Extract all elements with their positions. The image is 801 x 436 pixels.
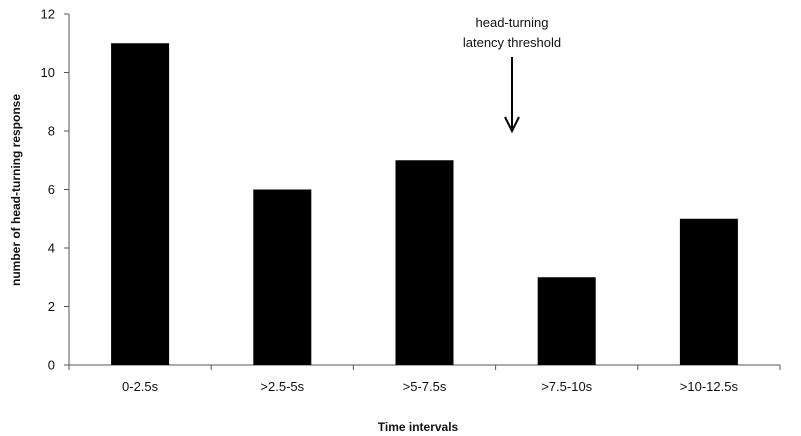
category-label: 0-2.5s	[122, 379, 159, 394]
category-label: >5-7.5s	[403, 379, 447, 394]
annotation-line-2: latency threshold	[463, 35, 561, 50]
x-axis-title: Time intervals	[378, 420, 459, 434]
bar	[253, 190, 311, 366]
y-tick-label: 10	[41, 65, 55, 80]
down-arrow-icon	[505, 57, 519, 131]
y-tick-label: 12	[41, 7, 55, 22]
y-tick-label: 8	[48, 124, 55, 139]
category-label: >2.5-5s	[260, 379, 304, 394]
y-tick-label: 6	[48, 182, 55, 197]
bars	[111, 43, 738, 365]
x-axis	[69, 365, 780, 370]
y-tick-label: 0	[48, 358, 55, 373]
y-ticks: 0 2 4 6 8 10 12	[41, 7, 69, 373]
bar	[538, 277, 596, 365]
annotation-line-1: head-turning	[476, 15, 549, 30]
latency-threshold-annotation: head-turning latency threshold	[463, 15, 561, 131]
bar	[111, 43, 169, 365]
x-ticks	[69, 365, 780, 370]
category-label: >10-12.5s	[680, 379, 739, 394]
category-label: >7.5-10s	[541, 379, 592, 394]
bar	[680, 219, 738, 365]
y-tick-label: 4	[48, 241, 55, 256]
y-axis: 0 2 4 6 8 10 12	[41, 7, 69, 373]
y-axis-title: number of head-turning response	[9, 94, 23, 286]
y-tick-label: 2	[48, 299, 55, 314]
category-labels: 0-2.5s >2.5-5s >5-7.5s >7.5-10s >10-12.5s	[122, 379, 738, 394]
bar	[396, 160, 454, 365]
